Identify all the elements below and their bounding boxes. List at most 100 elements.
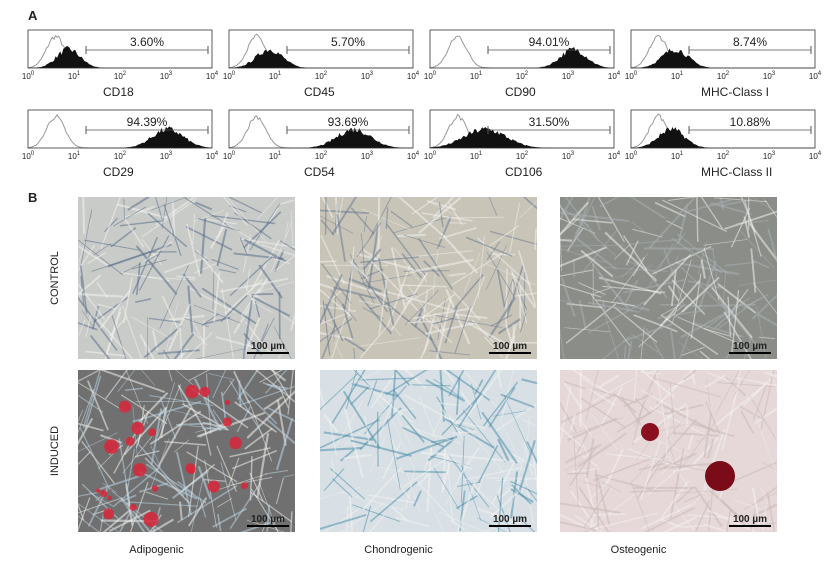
tick-exponent: 4 xyxy=(617,151,621,157)
cell xyxy=(161,197,168,229)
tick-exponent: 3 xyxy=(370,71,374,77)
cell xyxy=(705,400,721,435)
cell xyxy=(497,477,504,532)
cell xyxy=(486,263,537,286)
cell xyxy=(96,474,144,492)
cell xyxy=(320,209,370,214)
cell xyxy=(649,214,681,249)
cell xyxy=(687,433,694,450)
cell xyxy=(216,445,237,492)
cell xyxy=(369,197,392,239)
cell xyxy=(758,336,776,339)
cell xyxy=(449,222,467,224)
cell xyxy=(560,238,573,242)
cell xyxy=(388,399,413,449)
x-tick-label: 103 xyxy=(763,151,776,161)
cell xyxy=(488,197,498,216)
lipid-droplet xyxy=(100,490,108,498)
cell xyxy=(250,299,273,314)
cell xyxy=(454,313,488,320)
cell xyxy=(375,399,394,446)
cell xyxy=(711,286,753,339)
tick-exponent: 0 xyxy=(634,71,638,77)
cell xyxy=(284,474,295,478)
cell xyxy=(78,491,99,497)
cell xyxy=(340,501,385,532)
tick-base: 10 xyxy=(114,152,123,161)
cell xyxy=(563,382,583,409)
cell xyxy=(78,219,92,268)
cell xyxy=(681,346,705,356)
cell xyxy=(152,507,161,532)
x-tick-label: 101 xyxy=(470,71,483,81)
cell xyxy=(375,294,433,341)
cell xyxy=(349,253,375,305)
cell xyxy=(769,370,777,392)
cell xyxy=(362,505,372,532)
tick-exponent: 2 xyxy=(726,151,730,157)
cell xyxy=(347,246,355,318)
lipid-droplet xyxy=(143,511,159,527)
cell xyxy=(521,418,537,427)
cell xyxy=(222,197,248,227)
cell xyxy=(267,407,295,423)
marker-label: CD45 xyxy=(304,85,335,99)
tick-base: 10 xyxy=(516,72,525,81)
cell xyxy=(570,413,577,431)
cell xyxy=(82,197,86,235)
cell xyxy=(168,370,173,382)
cell xyxy=(78,282,106,320)
cell xyxy=(573,437,579,507)
cell xyxy=(463,466,523,481)
cell xyxy=(442,441,447,490)
cell xyxy=(433,314,503,329)
cell xyxy=(202,320,206,359)
x-tick-label: 101 xyxy=(269,151,282,161)
cell xyxy=(669,327,676,359)
tick-exponent: 4 xyxy=(818,151,822,157)
cell xyxy=(229,482,261,530)
cell xyxy=(395,516,430,528)
cell xyxy=(406,284,444,337)
cell xyxy=(124,205,155,219)
tick-base: 10 xyxy=(407,152,416,161)
cell xyxy=(287,370,294,415)
cell xyxy=(560,283,601,298)
cell xyxy=(599,197,620,208)
cell xyxy=(666,220,684,230)
cell xyxy=(193,263,217,274)
micrograph: 100 µm xyxy=(78,197,295,359)
cell xyxy=(625,240,639,266)
cell xyxy=(405,470,415,510)
cell xyxy=(97,451,116,470)
cell xyxy=(518,440,536,491)
cell xyxy=(676,233,730,275)
cell xyxy=(640,389,687,416)
cell xyxy=(78,388,95,434)
cell xyxy=(203,478,226,482)
tick-base: 10 xyxy=(608,152,617,161)
cell xyxy=(467,322,513,349)
tick-base: 10 xyxy=(223,152,232,161)
cell xyxy=(216,497,233,508)
cell xyxy=(654,377,722,398)
cell xyxy=(660,518,681,529)
cell xyxy=(176,451,193,516)
micrograph: 100 µm xyxy=(320,370,537,532)
cell xyxy=(440,233,479,274)
cell xyxy=(503,395,531,453)
cell xyxy=(511,484,532,505)
cell xyxy=(320,387,326,410)
cell xyxy=(437,298,446,340)
cell xyxy=(583,481,603,488)
tick-base: 10 xyxy=(407,72,416,81)
cell xyxy=(157,384,182,441)
scale-label: 100 µm xyxy=(493,341,527,352)
cell xyxy=(270,221,293,273)
cell xyxy=(352,337,421,348)
cell xyxy=(725,261,756,267)
cell xyxy=(680,266,734,317)
cell xyxy=(677,197,697,216)
tick-base: 10 xyxy=(160,152,169,161)
